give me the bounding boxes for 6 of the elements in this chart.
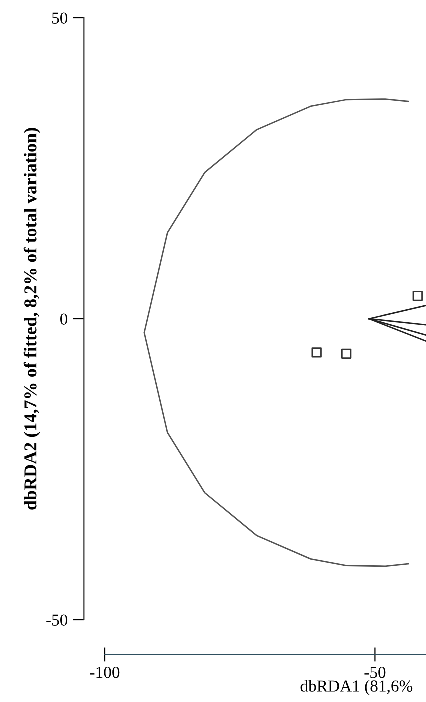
x-axis-title: dbRDA1 (81,6% (300, 680, 413, 696)
x-tick-label: -100 (90, 667, 120, 678)
y-tick-label: 50 (52, 12, 68, 24)
y-tick-label: -50 (46, 614, 68, 626)
y-axis-title: dbRDA2 (14,7% of fitted, 8,2% of total variation) (24, 128, 40, 510)
y-tick-label: 0 (60, 314, 68, 325)
